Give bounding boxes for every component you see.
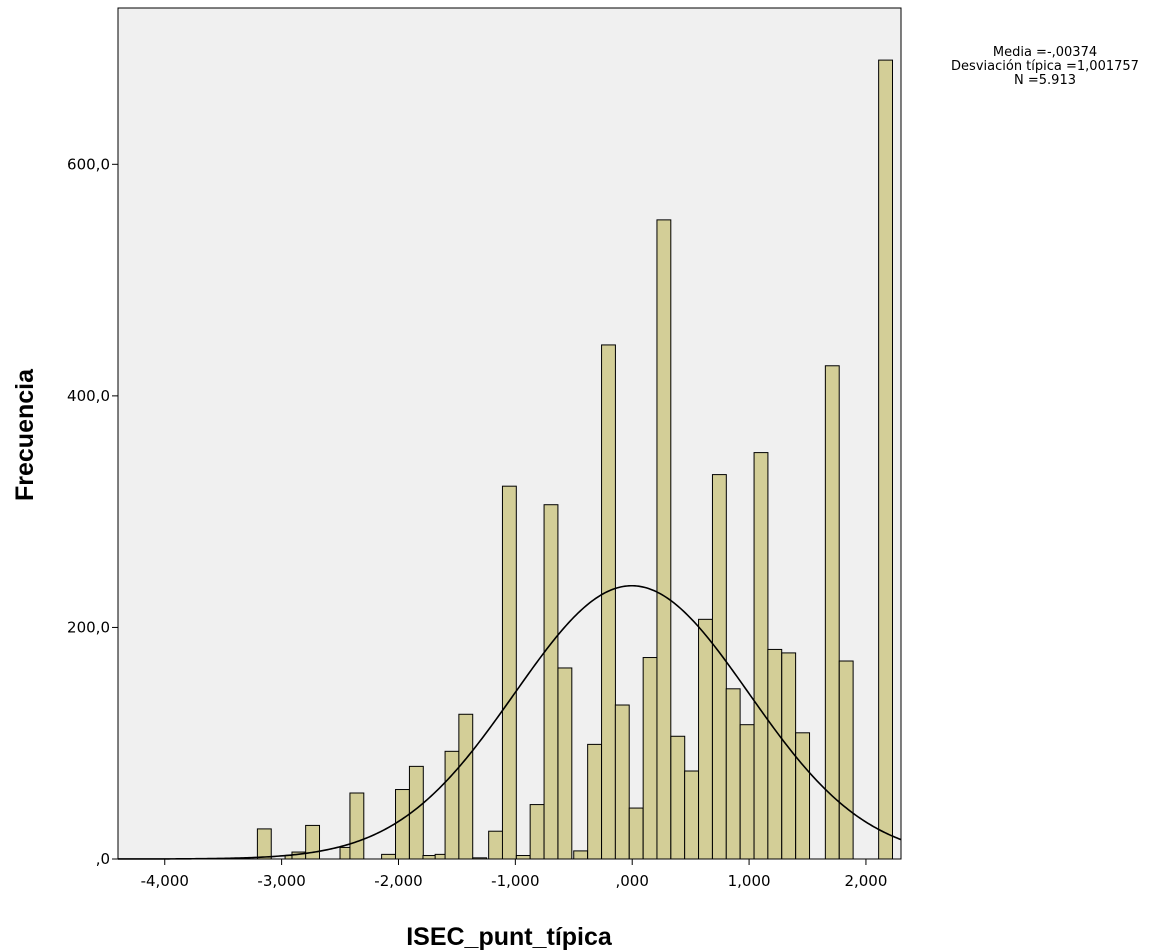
x-tick-label: 2,000 bbox=[844, 872, 887, 890]
x-tick-label: 1,000 bbox=[728, 872, 771, 890]
x-tick-label: -3,000 bbox=[257, 872, 305, 890]
histogram-bar-8 bbox=[408, 765, 424, 860]
histogram-bar-35 bbox=[781, 652, 797, 860]
histogram-bar-7 bbox=[395, 789, 410, 860]
histogram-bar-28 bbox=[684, 770, 700, 860]
histogram-bar-34 bbox=[767, 648, 783, 860]
x-tick-label: ,000 bbox=[616, 872, 649, 890]
histogram-bar-15 bbox=[501, 485, 517, 860]
histogram-bar-23 bbox=[614, 704, 630, 860]
histogram-bar-33 bbox=[753, 452, 769, 860]
stats-n: N =5.913 bbox=[1014, 73, 1076, 88]
histogram-bar-18 bbox=[543, 504, 559, 860]
axes-group: -4,000 -3,000 -2,000 -1,000 ,000 1,000 2,000 ,0… bbox=[67, 155, 887, 890]
histogram-bar-25 bbox=[642, 657, 658, 860]
histogram-bar-38 bbox=[838, 660, 854, 860]
histogram-bar-37 bbox=[824, 365, 840, 860]
histogram-bar-22 bbox=[601, 344, 616, 860]
histogram-bar-6 bbox=[381, 853, 396, 860]
y-tick-label: 600,0 bbox=[67, 155, 110, 173]
histogram-bar-26 bbox=[656, 219, 672, 860]
histogram-bar-14 bbox=[488, 830, 504, 860]
histogram-bar-31 bbox=[725, 688, 741, 860]
histogram-bar-5 bbox=[349, 792, 365, 860]
histogram-bar-16 bbox=[515, 855, 531, 860]
stats-mean: Media =-,00374 bbox=[992, 45, 1098, 60]
histogram-bar-27 bbox=[670, 735, 686, 860]
x-axis-label: ISEC_punt_típica bbox=[406, 923, 613, 951]
bars-group bbox=[256, 59, 894, 860]
histogram-bar-29 bbox=[698, 618, 713, 860]
histogram-bar-21 bbox=[587, 743, 603, 860]
histogram-bar-11 bbox=[444, 750, 460, 860]
y-tick-label: 400,0 bbox=[67, 387, 110, 405]
histogram-bar-3 bbox=[305, 824, 321, 860]
histogram-bar-32 bbox=[739, 724, 755, 860]
histogram-bar-24 bbox=[628, 807, 644, 860]
histogram-bar-13 bbox=[472, 857, 488, 860]
x-tick-label: -2,000 bbox=[374, 872, 422, 890]
normal-curve bbox=[118, 584, 902, 860]
stats-box: Media =-,00374 Desviación típica =1,0017… bbox=[920, 46, 1170, 88]
histogram-bar-19 bbox=[557, 667, 573, 860]
histogram-bar-30 bbox=[711, 474, 727, 860]
stats-sd: Desviación típica =1,001757 bbox=[951, 59, 1139, 74]
histogram-bar-0 bbox=[256, 828, 272, 860]
histogram-bar-12 bbox=[458, 713, 474, 860]
histogram-bar-20 bbox=[573, 850, 589, 860]
histogram-bar-17 bbox=[529, 804, 545, 860]
x-tick-label: -1,000 bbox=[491, 872, 539, 890]
histogram-bar-36 bbox=[795, 732, 811, 860]
y-tick-label: 200,0 bbox=[67, 618, 110, 636]
y-tick-label: ,0 bbox=[96, 850, 110, 868]
histogram-bar-39 bbox=[878, 59, 894, 860]
x-tick-label: -4,000 bbox=[141, 872, 189, 890]
y-axis-label: Frecuencia bbox=[11, 368, 39, 501]
